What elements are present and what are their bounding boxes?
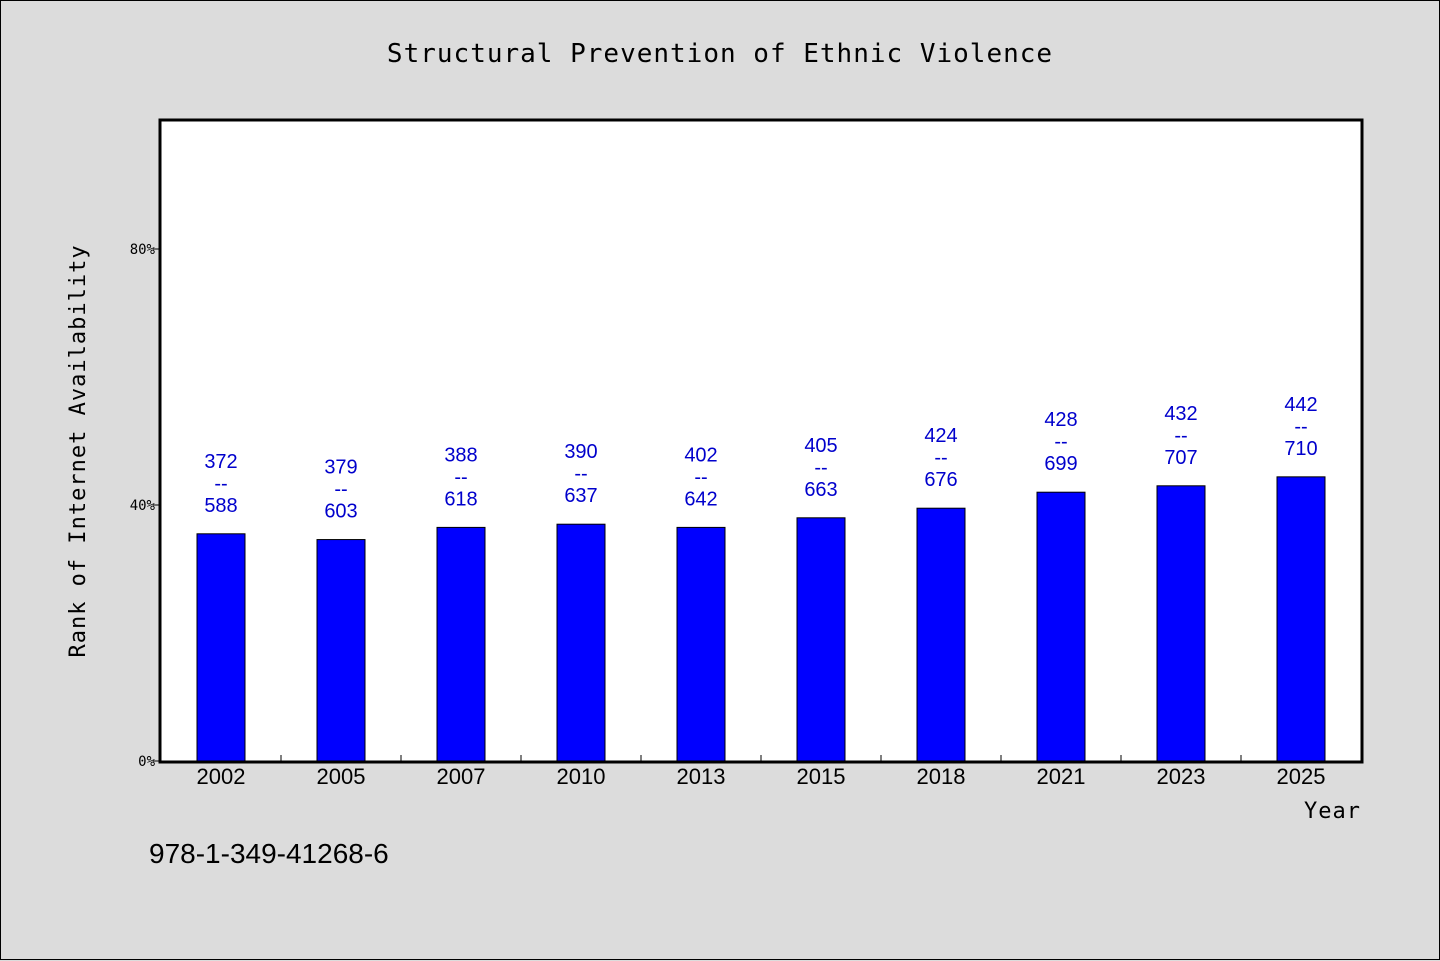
x-tick-label: 2005 bbox=[317, 764, 366, 789]
bar-2018 bbox=[916, 507, 966, 762]
x-tick-label: 2007 bbox=[437, 764, 486, 789]
data-label: 405 bbox=[804, 435, 837, 457]
data-label: 432 bbox=[1164, 403, 1197, 425]
footer-isbn: 978-1-349-41268-6 bbox=[149, 838, 389, 869]
x-tick-label: 2018 bbox=[917, 764, 966, 789]
data-label: 372 bbox=[204, 451, 237, 473]
data-label: 642 bbox=[684, 488, 717, 510]
bar-2015 bbox=[796, 517, 846, 762]
data-label: 388 bbox=[444, 444, 477, 466]
bars-group bbox=[196, 476, 1326, 762]
y-axis-title: Rank of Internet Availability bbox=[66, 244, 91, 657]
x-tick-label: 2010 bbox=[557, 764, 606, 789]
x-tick-label: 2021 bbox=[1037, 764, 1086, 789]
y-axis: 0% 40% 80% bbox=[130, 242, 161, 770]
data-label: 390 bbox=[564, 441, 597, 463]
data-labels-group: 372--588379--603388--618390--637402--642… bbox=[204, 394, 1317, 523]
bar-2013 bbox=[676, 526, 726, 762]
data-label: 428 bbox=[1044, 409, 1077, 431]
bar-2021 bbox=[1036, 491, 1086, 762]
y-tick-label: 80% bbox=[130, 242, 156, 258]
data-label: -- bbox=[574, 463, 587, 485]
data-label: 402 bbox=[684, 444, 717, 466]
bar-2025 bbox=[1276, 476, 1326, 762]
bar-2002 bbox=[196, 533, 246, 762]
data-label: -- bbox=[814, 457, 827, 479]
data-label: 442 bbox=[1284, 394, 1317, 416]
data-label: 379 bbox=[324, 457, 357, 479]
data-label: 707 bbox=[1164, 447, 1197, 469]
x-axis: 2002 2005 2007 2010 2013 2015 2018 2021 2023 2025 bbox=[197, 755, 1326, 789]
data-label: -- bbox=[934, 447, 947, 469]
data-label: 424 bbox=[924, 425, 957, 447]
y-tick-label: 0% bbox=[138, 754, 155, 770]
data-label: 603 bbox=[324, 501, 357, 523]
data-label: 676 bbox=[924, 469, 957, 491]
data-label: -- bbox=[694, 466, 707, 488]
data-label: -- bbox=[334, 479, 347, 501]
bar-2007 bbox=[436, 526, 486, 762]
data-label: 618 bbox=[444, 488, 477, 510]
data-label: -- bbox=[214, 473, 227, 495]
data-label: -- bbox=[1054, 431, 1067, 453]
bar-2010 bbox=[556, 523, 606, 762]
data-label: 637 bbox=[564, 485, 597, 507]
y-tick-label: 40% bbox=[130, 498, 156, 514]
bar-2005 bbox=[316, 539, 366, 762]
data-label: -- bbox=[1174, 425, 1187, 447]
x-tick-label: 2023 bbox=[1157, 764, 1206, 789]
bar-2023 bbox=[1156, 485, 1206, 762]
data-label: -- bbox=[1294, 416, 1307, 438]
data-label: 699 bbox=[1044, 453, 1077, 475]
data-label: 710 bbox=[1284, 438, 1317, 460]
x-axis-title: Year bbox=[1304, 799, 1361, 824]
data-label: 663 bbox=[804, 479, 837, 501]
data-label: -- bbox=[454, 466, 467, 488]
x-tick-label: 2013 bbox=[677, 764, 726, 789]
x-tick-label: 2025 bbox=[1277, 764, 1326, 789]
data-label: 588 bbox=[204, 495, 237, 517]
x-tick-label: 2002 bbox=[197, 764, 246, 789]
chart-title: Structural Prevention of Ethnic Violence bbox=[387, 39, 1053, 69]
x-tick-label: 2015 bbox=[797, 764, 846, 789]
